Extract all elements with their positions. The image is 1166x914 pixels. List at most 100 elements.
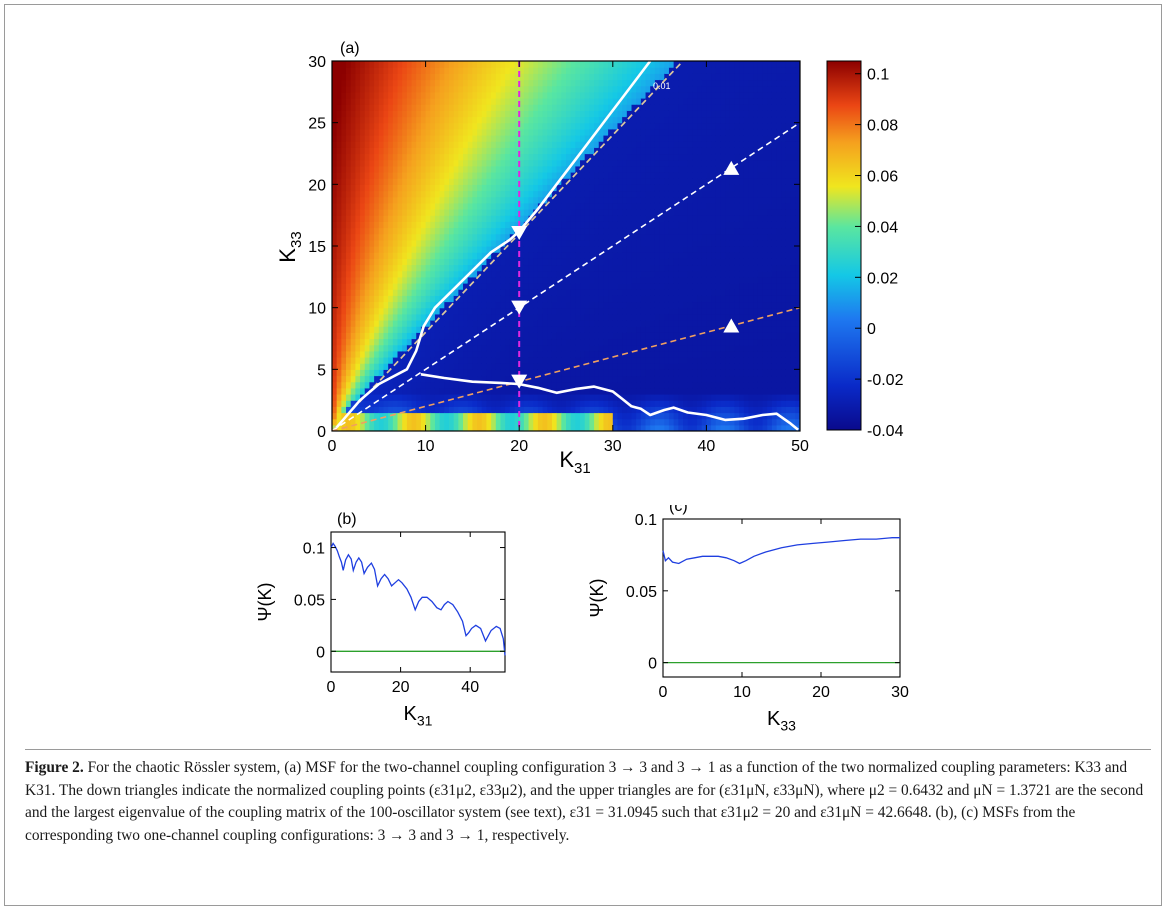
heatmap-cell xyxy=(458,116,464,124)
heatmap-cell xyxy=(547,184,553,192)
heatmap-cell xyxy=(467,98,473,105)
heatmap-cell xyxy=(598,178,605,185)
heatmap-cell xyxy=(402,165,408,173)
heatmap-cell xyxy=(472,227,478,235)
heatmap-cell xyxy=(402,381,408,389)
heatmap-cell xyxy=(603,141,609,148)
heatmap-cell xyxy=(495,344,502,352)
heatmap-cell xyxy=(472,172,478,179)
heatmap-cell xyxy=(715,85,722,93)
heatmap-cell xyxy=(551,406,558,414)
heatmap-cell xyxy=(369,350,375,358)
heatmap-cell xyxy=(481,338,488,346)
heatmap-cell xyxy=(645,270,651,278)
heatmap-cell xyxy=(575,350,581,358)
heatmap-cell xyxy=(547,350,553,358)
heatmap-cell xyxy=(486,141,492,148)
heatmap-cell xyxy=(383,73,389,81)
heatmap-cell xyxy=(383,178,389,185)
heatmap-cell xyxy=(355,381,361,389)
heatmap-cell xyxy=(378,412,385,420)
heatmap-cell xyxy=(683,128,689,136)
heatmap-cell xyxy=(594,332,600,340)
heatmap-cell xyxy=(411,172,417,179)
heatmap-cell xyxy=(505,61,511,68)
heatmap-cell xyxy=(654,172,661,179)
heatmap-cell xyxy=(374,73,380,81)
heatmap-cell xyxy=(458,91,464,99)
heatmap-cell xyxy=(697,252,703,259)
heatmap-cell xyxy=(711,239,717,247)
heatmap-cell xyxy=(369,338,375,346)
heatmap-cell xyxy=(664,295,670,303)
heatmap-cell xyxy=(481,258,488,266)
heatmap-cell xyxy=(584,61,590,68)
heatmap-cell xyxy=(673,196,679,204)
heatmap-cell xyxy=(542,264,548,272)
heatmap-cell xyxy=(509,338,516,346)
heatmap-cell xyxy=(392,412,399,420)
heatmap-cell xyxy=(673,252,679,259)
heatmap-cell xyxy=(631,295,637,303)
heatmap-cell xyxy=(388,264,394,272)
heatmap-cell xyxy=(575,332,581,340)
heatmap-cell xyxy=(654,67,661,74)
heatmap-cell xyxy=(715,295,722,303)
heatmap-cell xyxy=(463,400,469,407)
heatmap-cell xyxy=(346,369,352,377)
heatmap-cell xyxy=(692,295,698,303)
heatmap-cell xyxy=(355,270,361,278)
heatmap-cell xyxy=(584,73,590,81)
heatmap-cell xyxy=(556,135,562,142)
heatmap-cell xyxy=(406,270,413,278)
heatmap-cell xyxy=(612,394,619,401)
heatmap-cell xyxy=(608,344,614,352)
heatmap-cell xyxy=(350,344,356,352)
heatmap-cell xyxy=(575,326,581,333)
heatmap-cell xyxy=(683,320,689,327)
heatmap-cell xyxy=(701,276,707,284)
heatmap-cell xyxy=(556,363,562,370)
heatmap-cell xyxy=(472,289,478,296)
heatmap-cell xyxy=(444,326,450,333)
heatmap-cell xyxy=(444,246,450,253)
heatmap-cell xyxy=(678,116,684,124)
heatmap-cell xyxy=(566,128,572,136)
heatmap-cell xyxy=(664,221,670,229)
heatmap-cell xyxy=(495,301,502,309)
heatmap-cell xyxy=(420,122,427,130)
heatmap-cell xyxy=(683,178,689,185)
heatmap-cell xyxy=(566,394,572,401)
heatmap-cell xyxy=(575,91,581,99)
heatmap-cell xyxy=(692,153,698,161)
heatmap-cell xyxy=(434,264,441,272)
heatmap-cell xyxy=(706,221,712,229)
heatmap-cell xyxy=(537,141,544,148)
heatmap-cell xyxy=(528,110,534,118)
heatmap-cell xyxy=(598,338,605,346)
heatmap-cell xyxy=(519,246,525,253)
heatmap-cell xyxy=(463,85,469,93)
heatmap-cell xyxy=(505,202,511,210)
heatmap-cell xyxy=(673,375,679,383)
heatmap-cell xyxy=(561,313,567,321)
heatmap-cell xyxy=(519,221,525,229)
heatmap-cell xyxy=(566,246,572,253)
heatmap-cell xyxy=(360,202,366,210)
heatmap-cell xyxy=(509,221,516,229)
heatmap-cell xyxy=(622,85,628,93)
heatmap-cell xyxy=(486,289,492,296)
heatmap-cell xyxy=(612,326,619,333)
heatmap-cell xyxy=(580,67,586,74)
heatmap-cell xyxy=(706,159,712,167)
heatmap-cell xyxy=(430,332,436,340)
heatmap-cell xyxy=(481,178,488,185)
heatmap-cell xyxy=(430,363,436,370)
heatmap-cell xyxy=(341,165,347,173)
heatmap-cell xyxy=(364,227,371,235)
heatmap-cell xyxy=(589,165,595,173)
heatmap-cell xyxy=(584,184,590,192)
heatmap-cell xyxy=(374,252,380,259)
heatmap-cell xyxy=(584,159,590,167)
heatmap-cell xyxy=(364,147,371,155)
